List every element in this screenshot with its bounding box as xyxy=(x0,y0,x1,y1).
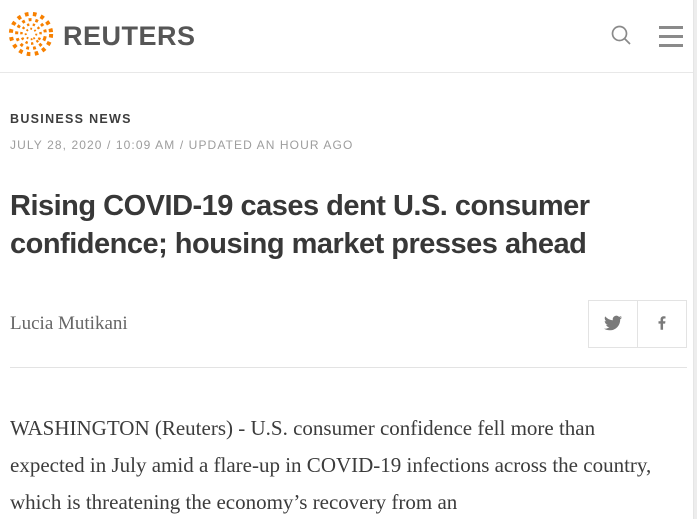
reuters-dotted-globe-icon xyxy=(8,11,54,62)
reuters-logo[interactable]: REUTERS xyxy=(8,11,196,62)
byline-row: Lucia Mutikani xyxy=(10,300,687,348)
facebook-icon xyxy=(653,314,671,335)
author-byline[interactable]: Lucia Mutikani xyxy=(10,313,128,334)
facebook-share-button[interactable] xyxy=(637,300,687,348)
site-header: REUTERS xyxy=(0,0,697,73)
divider xyxy=(10,367,687,368)
share-buttons xyxy=(588,300,687,348)
menu-button[interactable] xyxy=(659,25,683,47)
search-icon xyxy=(609,23,633,50)
headline: Rising COVID-19 cases dent U.S. consumer… xyxy=(10,190,590,260)
category-label[interactable]: BUSINESS NEWS xyxy=(10,112,132,126)
article: BUSINESS NEWS JULY 28, 2020 / 10:09 AM /… xyxy=(0,73,697,521)
search-button[interactable] xyxy=(609,23,633,50)
twitter-icon xyxy=(604,314,622,335)
scrollbar-track[interactable] xyxy=(693,0,697,519)
dateline: JULY 28, 2020 / 10:09 AM / UPDATED AN HO… xyxy=(10,138,354,152)
body-paragraph: WASHINGTON (Reuters) - U.S. consumer con… xyxy=(10,416,652,514)
twitter-share-button[interactable] xyxy=(588,300,638,348)
hamburger-menu-icon xyxy=(659,25,683,47)
brand-wordmark: REUTERS xyxy=(63,20,196,51)
header-actions xyxy=(609,23,683,50)
